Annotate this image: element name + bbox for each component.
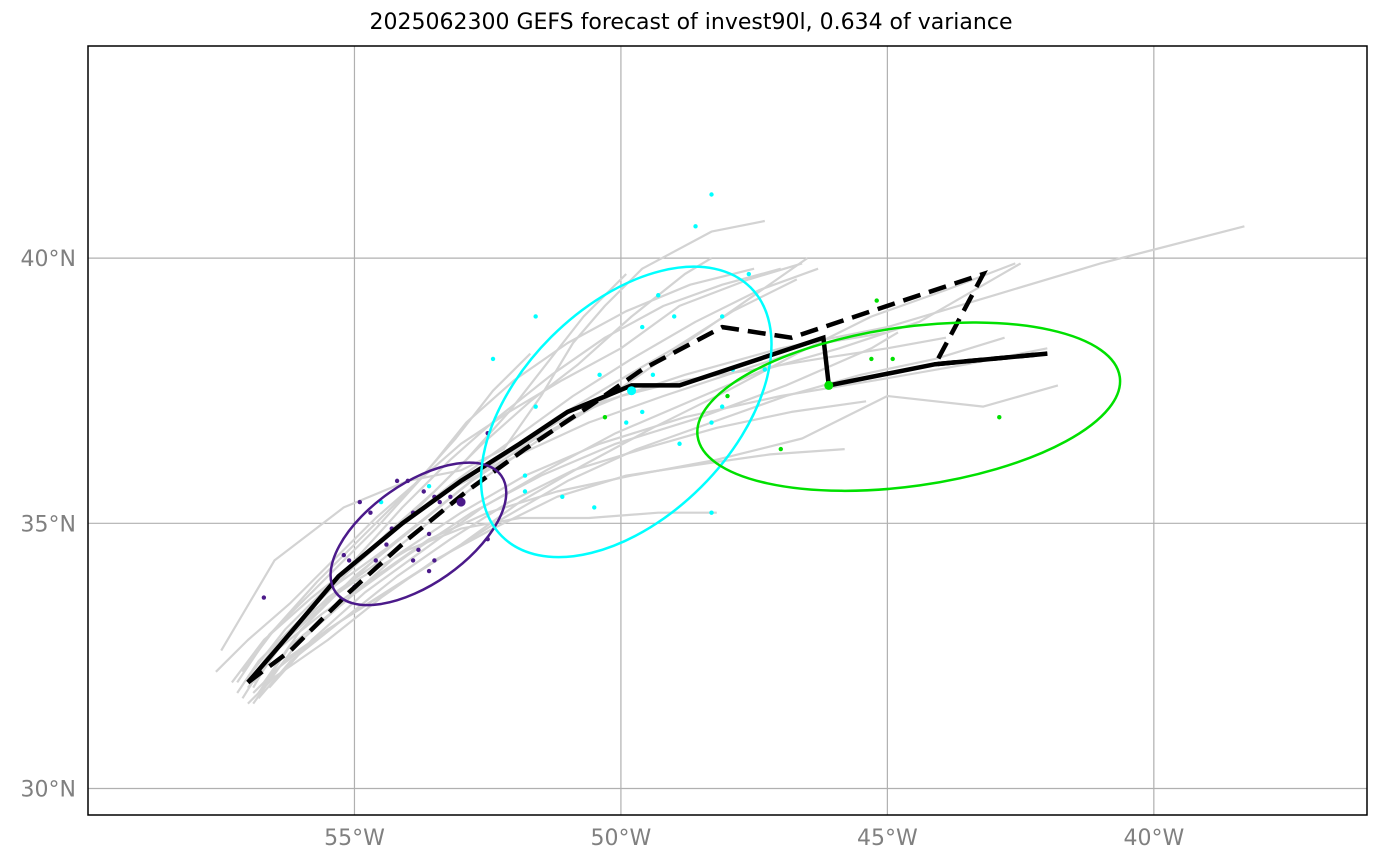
cluster-member-point	[533, 314, 538, 319]
cluster-member-point	[384, 542, 389, 547]
cluster-member-point	[522, 489, 528, 494]
cluster-member-point	[522, 473, 528, 478]
cluster-member-point	[869, 356, 874, 362]
cluster-member-point	[341, 552, 346, 558]
cluster-member-point	[725, 393, 730, 399]
cluster-member-point	[357, 499, 362, 505]
cluster-member-point	[490, 356, 496, 362]
ensemble-track	[231, 273, 627, 684]
cluster-member-point	[592, 505, 597, 510]
ensemble-track	[257, 267, 819, 678]
cluster-member-point	[426, 531, 432, 537]
y-tick-label: 40°N	[21, 247, 76, 272]
cluster-centers	[456, 380, 834, 507]
cluster-member-point	[410, 558, 416, 563]
ensemble-track	[252, 336, 947, 684]
cluster-member-point	[597, 372, 602, 378]
cluster-member-point	[693, 224, 698, 229]
cluster-ellipses	[329, 265, 1122, 607]
x-tick-label: 40°W	[1123, 826, 1184, 851]
ensemble-track	[257, 400, 867, 700]
cluster-member-point	[672, 314, 677, 319]
cluster-member-point	[437, 499, 442, 505]
cluster-member-point	[997, 415, 1002, 420]
cluster-member-point	[602, 415, 608, 420]
cluster-member-point	[650, 372, 656, 378]
cluster-member-point	[719, 314, 725, 319]
cluster-center-point	[824, 380, 834, 390]
cluster-member-point	[394, 478, 400, 484]
cluster-member-point	[261, 595, 267, 600]
cluster-ellipse	[479, 265, 773, 559]
ensemble-track	[236, 267, 755, 684]
plot-frame	[87, 45, 1368, 816]
cluster-member-point	[560, 494, 565, 499]
cluster-member-point	[624, 420, 629, 425]
cluster-member-point	[656, 293, 661, 298]
cluster-member-point	[719, 404, 725, 409]
cluster-member-point	[677, 441, 682, 446]
ensemble-track	[247, 278, 798, 684]
ensemble-track	[215, 262, 803, 673]
cluster-member-point	[432, 558, 437, 563]
cluster-center-point	[627, 386, 637, 396]
cluster-member-point	[709, 192, 714, 197]
cluster-member-point	[709, 510, 714, 515]
cluster-member-point	[368, 510, 373, 515]
mean-track-dashed	[246, 270, 1048, 685]
cluster-member-point	[416, 547, 421, 553]
cluster-member-point	[874, 298, 879, 303]
cluster-member-point	[746, 271, 752, 277]
cluster-center-point	[456, 497, 466, 507]
axis-ticks: 55°W 50°W 45°W 40°W 30°N 35°N 40°N	[21, 247, 1185, 851]
cluster-member-point	[640, 324, 645, 330]
cluster-ellipse	[696, 321, 1122, 493]
cluster-member-point	[709, 420, 714, 425]
chart-title: 2025062300 GEFS forecast of invest90l, 0…	[369, 10, 1013, 35]
x-tick-label: 45°W	[857, 826, 918, 851]
y-tick-label: 35°N	[21, 512, 76, 537]
cluster-ellipse	[329, 461, 508, 607]
cluster-member-point	[890, 356, 895, 362]
cluster-member-point	[762, 367, 768, 372]
cluster-member-point	[640, 409, 645, 415]
cluster-member-point	[448, 494, 453, 499]
cluster-member-point	[373, 558, 378, 563]
cluster-member-point	[426, 568, 432, 574]
ensemble-track	[263, 331, 899, 689]
cluster-member-point	[421, 489, 426, 494]
ensemble-track	[263, 225, 1245, 684]
x-tick-label: 50°W	[591, 826, 652, 851]
ensemble-track	[236, 511, 717, 694]
x-tick-label: 55°W	[324, 826, 385, 851]
cluster-member-point	[426, 483, 432, 489]
cluster-member-point	[533, 404, 538, 409]
ensemble-track	[220, 219, 766, 652]
cluster-member-point	[346, 558, 352, 563]
y-tick-label: 30°N	[21, 777, 76, 802]
mean-tracks	[246, 270, 1048, 685]
ensemble-track	[241, 384, 1059, 699]
cluster-member-point	[778, 446, 783, 452]
ensemble-tracks	[215, 219, 1245, 705]
ensemble-track	[268, 262, 1022, 689]
gridlines	[88, 46, 1367, 815]
